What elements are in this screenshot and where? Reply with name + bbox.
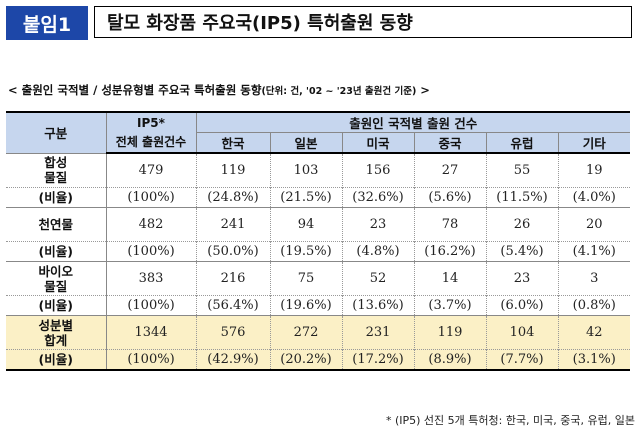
country-cell: 576 xyxy=(195,315,270,350)
ratio-row: (비율) (100%) (50.0%) (19.5%) (4.8%) (16.2%) (5.… xyxy=(6,241,631,262)
country-cell: 272 xyxy=(269,315,342,350)
header: 붙임1 탈모 화장품 주요국(IP5) 특허출원 동향 xyxy=(6,6,632,40)
country-cell: 27 xyxy=(413,152,486,188)
country-cell: (3.1%) xyxy=(557,349,631,371)
header-nationality-group: 출원인 국적별 출원 건수 xyxy=(195,111,631,133)
ip5-total-cell: (100%) xyxy=(105,295,196,316)
country-cell: 3 xyxy=(557,261,631,296)
country-cell: (8.9%) xyxy=(413,349,486,371)
country-cell: 241 xyxy=(195,207,270,242)
row-label: (비율) xyxy=(6,349,107,371)
country-cell: (21.5%) xyxy=(269,187,342,208)
country-cell: (19.5%) xyxy=(269,241,342,262)
country-cell: 216 xyxy=(195,261,270,296)
header-china: 중국 xyxy=(413,132,486,154)
value-row: 성분별 합계 1344 576 272 231 119 104 42 xyxy=(6,315,631,350)
header-category: 구분 xyxy=(6,111,107,153)
country-cell: 119 xyxy=(413,315,486,350)
value-row: 바이오 물질 383 216 75 52 14 23 3 xyxy=(6,261,631,296)
table-caption: < 출원인 국적별 / 성분유형별 주요국 특허출원 동향(단위: 건, '02… xyxy=(8,82,632,98)
country-cell: (24.8%) xyxy=(195,187,270,208)
header-other: 기타 xyxy=(557,132,631,154)
header-korea: 한국 xyxy=(195,132,270,154)
row-label: 바이오 물질 xyxy=(6,261,107,296)
country-cell: (16.2%) xyxy=(413,241,486,262)
country-cell: (4.1%) xyxy=(557,241,631,262)
row-label: (비율) xyxy=(6,187,107,208)
country-cell: 26 xyxy=(485,207,558,242)
country-cell: 119 xyxy=(195,152,270,188)
ratio-row: (비율) (100%) (42.9%) (20.2%) (17.2%) (8.9%) (7.… xyxy=(6,349,631,371)
country-cell: (0.8%) xyxy=(557,295,631,316)
page-title: 탈모 화장품 주요국(IP5) 특허출원 동향 xyxy=(94,6,632,38)
country-cell: (5.6%) xyxy=(413,187,486,208)
country-cell: 104 xyxy=(485,315,558,350)
table-body: 합성 물질 479 119 103 156 27 55 19 (비율) (100%) (24.8%)… xyxy=(6,152,631,371)
row-label: 합성 물질 xyxy=(6,152,107,188)
country-cell: (56.4%) xyxy=(195,295,270,316)
ratio-row: (비율) (100%) (24.8%) (21.5%) (32.6%) (5.6%) (11… xyxy=(6,187,631,208)
patent-table: 구분 IP5* 출원인 국적별 출원 건수 전체 출원건수 한국 일본 미국 중… xyxy=(6,111,631,371)
country-cell: (20.2%) xyxy=(269,349,342,371)
country-cell: 52 xyxy=(341,261,414,296)
ip5-total-cell: 383 xyxy=(105,261,196,296)
country-cell: (42.9%) xyxy=(195,349,270,371)
country-cell: (5.4%) xyxy=(485,241,558,262)
caption-end: > xyxy=(416,83,430,97)
ip5-total-cell: 1344 xyxy=(105,315,196,350)
caption-unit: (단위: 건, '02 ~ '23년 출원건 기준) xyxy=(261,86,417,97)
country-cell: (4.8%) xyxy=(341,241,414,262)
footnote: * (IP5) 선진 5개 특허청: 한국, 미국, 중국, 유럽, 일본 xyxy=(385,414,635,427)
header-japan: 일본 xyxy=(269,132,342,154)
country-cell: 103 xyxy=(269,152,342,188)
ip5-total-cell: (100%) xyxy=(105,187,196,208)
country-cell: 42 xyxy=(557,315,631,350)
header-ip5-total: 전체 출원건수 xyxy=(106,132,197,154)
country-cell: (11.5%) xyxy=(485,187,558,208)
ip5-total-cell: 479 xyxy=(105,152,196,188)
country-cell: (50.0%) xyxy=(195,241,270,262)
row-label: (비율) xyxy=(6,241,107,262)
country-cell: (19.6%) xyxy=(269,295,342,316)
country-cell: 231 xyxy=(341,315,414,350)
row-label: 성분별 합계 xyxy=(6,315,107,350)
country-cell: (32.6%) xyxy=(341,187,414,208)
value-row: 합성 물질 479 119 103 156 27 55 19 xyxy=(6,152,631,188)
country-cell: 23 xyxy=(341,207,414,242)
country-cell: (13.6%) xyxy=(341,295,414,316)
country-cell: (4.0%) xyxy=(557,187,631,208)
country-cell: 19 xyxy=(557,152,631,188)
country-cell: (17.2%) xyxy=(341,349,414,371)
attachment-badge: 붙임1 xyxy=(6,6,88,40)
country-cell: 78 xyxy=(413,207,486,242)
country-cell: 75 xyxy=(269,261,342,296)
header-ip5: IP5* xyxy=(106,111,197,133)
ip5-total-cell: (100%) xyxy=(105,349,196,371)
country-cell: 14 xyxy=(413,261,486,296)
header-usa: 미국 xyxy=(341,132,414,154)
country-cell: 20 xyxy=(557,207,631,242)
ratio-row: (비율) (100%) (56.4%) (19.6%) (13.6%) (3.7%) (6.… xyxy=(6,295,631,316)
value-row: 천연물 482 241 94 23 78 26 20 xyxy=(6,207,631,242)
caption-main: < 출원인 국적별 / 성분유형별 주요국 특허출원 동향 xyxy=(8,83,262,97)
country-cell: (3.7%) xyxy=(413,295,486,316)
ip5-total-cell: (100%) xyxy=(105,241,196,262)
country-cell: (6.0%) xyxy=(485,295,558,316)
country-cell: 156 xyxy=(341,152,414,188)
country-cell: (7.7%) xyxy=(485,349,558,371)
ip5-total-cell: 482 xyxy=(105,207,196,242)
header-europe: 유럽 xyxy=(485,132,558,154)
row-label: (비율) xyxy=(6,295,107,316)
country-cell: 94 xyxy=(269,207,342,242)
row-label: 천연물 xyxy=(6,207,107,242)
country-cell: 55 xyxy=(485,152,558,188)
country-cell: 23 xyxy=(485,261,558,296)
